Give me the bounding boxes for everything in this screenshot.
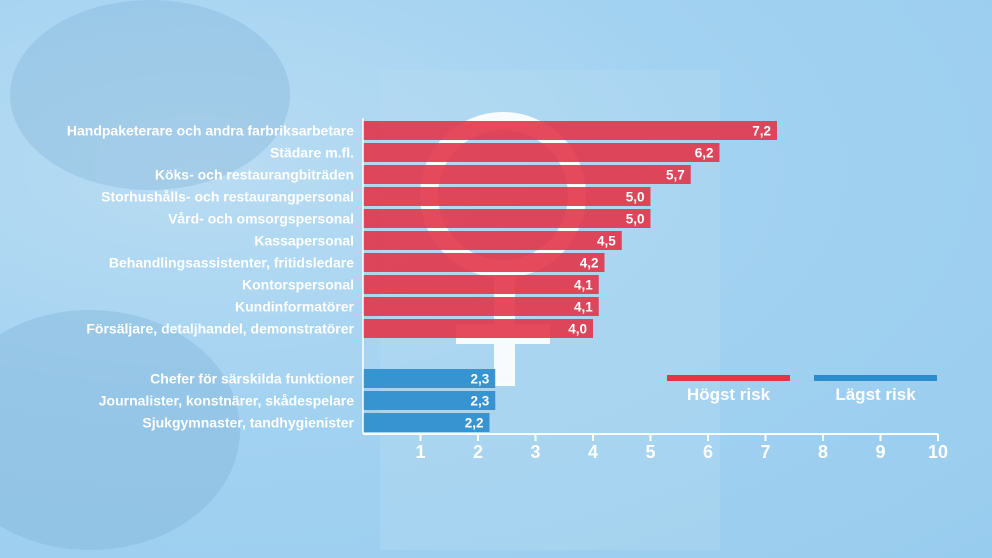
bar-low-risk (363, 413, 490, 432)
category-label: Vård- och omsorgspersonal (168, 211, 354, 227)
value-label: 5,0 (626, 190, 645, 205)
value-label: 4,0 (568, 322, 587, 337)
value-label: 4,5 (597, 234, 616, 249)
legend-label: Lägst risk (835, 385, 916, 404)
x-tick-label: 5 (645, 442, 655, 462)
bar-low-risk (363, 391, 496, 410)
bar-high-risk (363, 297, 599, 316)
background-photo (0, 0, 290, 550)
value-label: 7,2 (752, 124, 771, 139)
x-tick-label: 1 (415, 442, 425, 462)
value-label: 4,1 (574, 300, 593, 315)
value-label: 2,3 (470, 372, 489, 387)
category-label: Köks- och restaurangbiträden (155, 167, 354, 183)
legend-swatch-low (814, 375, 937, 381)
value-label: 2,3 (470, 394, 489, 409)
bar-high-risk (363, 319, 593, 338)
bar-high-risk (363, 253, 605, 272)
category-label: Städare m.fl. (270, 145, 354, 161)
category-label: Journalister, konstnärer, skådespelare (99, 393, 354, 409)
bar-high-risk (363, 121, 777, 140)
x-tick-label: 4 (588, 442, 598, 462)
x-tick-label: 10 (928, 442, 948, 462)
value-label: 2,2 (465, 416, 484, 431)
bar-high-risk (363, 231, 622, 250)
category-label: Kontorspersonal (242, 277, 354, 293)
value-label: 4,1 (574, 278, 593, 293)
bar-high-risk (363, 275, 599, 294)
category-label: Kundinformatörer (235, 299, 355, 315)
category-label: Kassapersonal (254, 233, 354, 249)
legend-label: Högst risk (687, 385, 771, 404)
bar-high-risk (363, 143, 720, 162)
bar-low-risk (363, 369, 496, 388)
category-label: Sjukgymnaster, tandhygienister (142, 415, 354, 431)
bar-high-risk (363, 209, 651, 228)
device-shape (0, 310, 240, 550)
x-tick-label: 3 (530, 442, 540, 462)
category-label: Storhushålls- och restaurangpersonal (101, 189, 354, 205)
value-label: 6,2 (695, 146, 714, 161)
category-label: Chefer för särskilda funktioner (150, 371, 354, 387)
device-shape (10, 0, 290, 190)
bar-high-risk (363, 187, 651, 206)
x-tick-label: 9 (875, 442, 885, 462)
category-label: Behandlingsassistenter, fritidsledare (109, 255, 354, 271)
legend-swatch-high (667, 375, 790, 381)
x-tick-label: 6 (703, 442, 713, 462)
value-label: 4,2 (580, 256, 599, 271)
value-label: 5,7 (666, 168, 685, 183)
x-tick-label: 7 (760, 442, 770, 462)
x-tick-label: 2 (473, 442, 483, 462)
category-label: Handpaketerare och andra farbriksarbetar… (67, 123, 354, 139)
category-label: Försäljare, detaljhandel, demonstratörer (86, 321, 354, 337)
bar-high-risk (363, 165, 691, 184)
x-tick-label: 8 (818, 442, 828, 462)
value-label: 5,0 (626, 212, 645, 227)
